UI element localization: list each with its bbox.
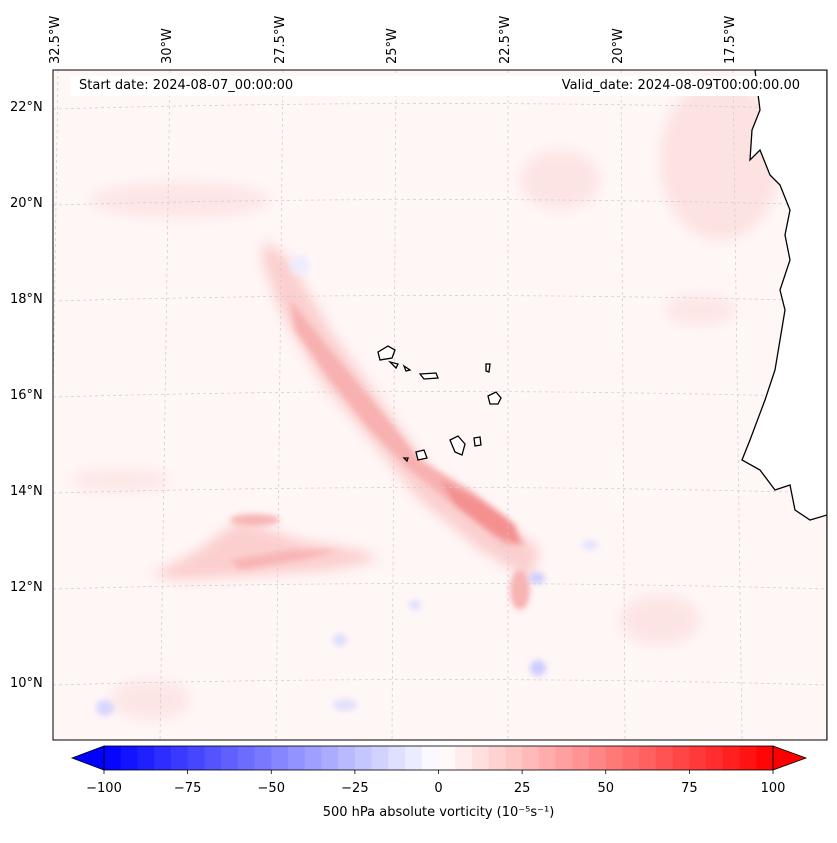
colorbar-segment (154, 746, 172, 770)
colorbar-tick-label: 50 (597, 781, 615, 796)
colorbar-segment (522, 746, 540, 770)
longitude-label: 30°W (160, 28, 175, 64)
colorbar-tick-label: 25 (513, 781, 531, 796)
colorbar-segment (204, 746, 222, 770)
colorbar-segment (589, 746, 607, 770)
cape-verde-islands (377, 345, 502, 463)
colorbar-segment (170, 746, 189, 770)
colorbar-segment (739, 746, 757, 770)
latitude-label: 12°N (10, 580, 43, 595)
colorbar-segment (455, 746, 473, 770)
colorbar-segment (405, 746, 423, 770)
colorbar-segment (388, 746, 406, 770)
colorbar-segment (271, 746, 289, 770)
colorbar-segment (639, 746, 657, 770)
colorbar-segment (655, 746, 674, 770)
colorbar-segment (421, 746, 439, 770)
map-frame (52, 69, 828, 741)
colorbar-segment (304, 746, 322, 770)
colorbar-segment (605, 746, 623, 770)
colorbar-segment (622, 746, 640, 770)
colorbar-tick-label: −100 (86, 781, 122, 796)
colorbar-segment (555, 746, 573, 770)
longitude-label: 25°W (385, 28, 400, 64)
colorbar-tick-label: 100 (760, 781, 786, 796)
colorbar-segment (354, 746, 373, 770)
colorbar-segment (706, 746, 724, 770)
colorbar-segment (120, 746, 138, 770)
colorbar-segment (538, 746, 557, 770)
latitude-label: 16°N (10, 388, 43, 403)
colorbar-segment (438, 746, 456, 770)
colorbar-segment (338, 746, 356, 770)
latitude-label: 18°N (10, 292, 43, 307)
header-strip (70, 76, 810, 96)
colorbar-segment (287, 746, 306, 770)
colorbar-tick-label: 75 (681, 781, 698, 796)
colorbar-segment (505, 746, 523, 770)
colorbar-extend-high (772, 745, 808, 771)
latitude-label: 22°N (10, 100, 43, 115)
colorbar-segment (254, 746, 272, 770)
colorbar-segment (371, 746, 389, 770)
colorbar-segment (187, 746, 205, 770)
latitude-label: 10°N (10, 676, 43, 691)
latitude-label: 20°N (10, 196, 43, 211)
colorbar-tick-label: 0 (434, 781, 443, 796)
colorbar-segment (689, 746, 707, 770)
colorbar-segment (321, 746, 339, 770)
colorbar-segment (672, 746, 690, 770)
longitude-label: 20°W (611, 28, 626, 64)
colorbar-extend-low (70, 745, 105, 771)
graticule (53, 70, 827, 740)
colorbar-segment (722, 746, 741, 770)
colorbar-segment (137, 746, 155, 770)
vorticity-field (53, 70, 827, 740)
colorbar-label: 500 hPa absolute vorticity (10⁻⁵s⁻¹) (322, 805, 555, 820)
colorbar-tick-label: −75 (173, 781, 202, 796)
colorbar-segment (471, 746, 490, 770)
colorbar (70, 745, 808, 774)
colorbar-segment (756, 746, 774, 770)
longitude-label: 27.5°W (273, 15, 288, 64)
colorbar-segment (237, 746, 256, 770)
colorbar-tick-label: −25 (341, 781, 369, 796)
colorbar-segment (572, 746, 590, 770)
colorbar-segment (104, 746, 122, 770)
longitude-label: 17.5°W (723, 15, 738, 64)
longitude-label: 22.5°W (498, 15, 513, 64)
colorbar-tick-label: −50 (257, 781, 285, 796)
valid-date-label: Valid_date: 2024-08-09T00:00:00.00 (561, 78, 800, 93)
start-date-label: Start date: 2024-08-07_00:00:00 (79, 78, 294, 93)
longitude-label: 32.5°W (48, 15, 63, 64)
latitude-label: 14°N (10, 484, 43, 499)
colorbar-segment (488, 746, 506, 770)
colorbar-segment (221, 746, 239, 770)
coastline-africa (741, 70, 827, 740)
